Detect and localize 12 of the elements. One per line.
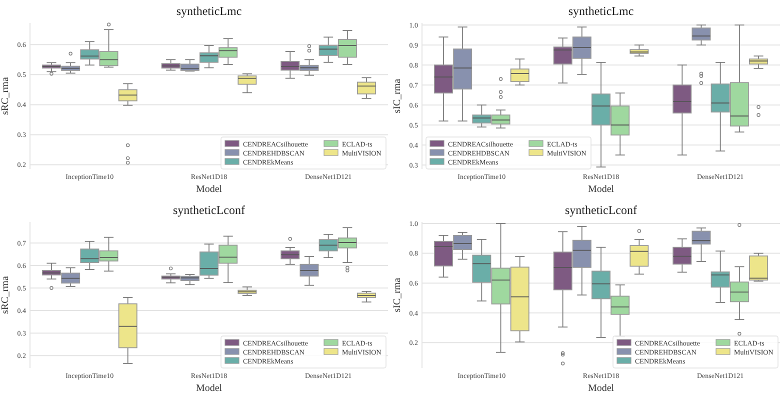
chart-title: syntheticLmc	[568, 4, 634, 18]
y-axis-title: sRC_rma	[0, 276, 11, 314]
x-axis-title: Model	[588, 383, 614, 394]
chart-title: syntheticLconf	[565, 203, 637, 217]
x-axis-title: Model	[588, 184, 614, 195]
chart-title: syntheticLmc	[176, 4, 242, 18]
y-axis-title: sRC_rma	[0, 76, 11, 115]
chart-title: syntheticLconf	[173, 203, 245, 217]
y-axis-title: sIC_rma	[392, 277, 403, 312]
x-axis-title: Model	[196, 383, 222, 394]
y-axis-title: sIC_rma	[392, 78, 403, 114]
x-axis-title: Model	[196, 184, 222, 195]
